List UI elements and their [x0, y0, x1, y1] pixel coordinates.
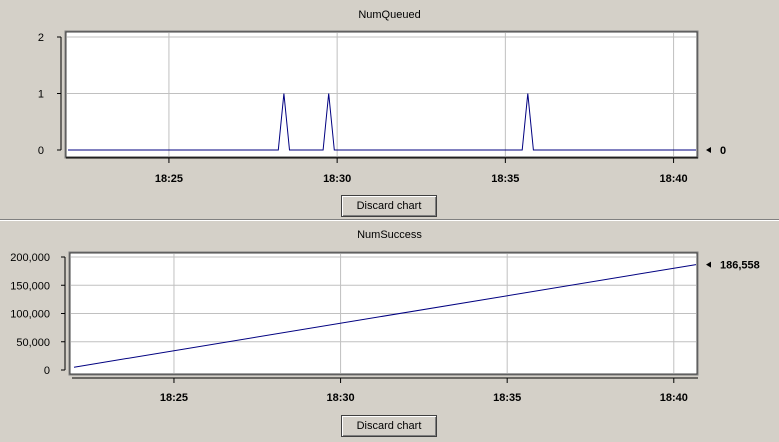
series-line: [68, 93, 696, 151]
plot-frame-outer: [68, 251, 699, 376]
x-tick-label: 18:30: [323, 173, 351, 185]
y-tick-label: 0: [44, 365, 50, 377]
current-value-label: 186,558: [720, 260, 760, 272]
discard-chart-button[interactable]: Discard chart: [341, 415, 437, 437]
x-tick-label: 18:25: [155, 173, 183, 185]
series-line: [73, 264, 697, 368]
x-tick-label: 18:40: [660, 173, 688, 185]
x-tick-label: 18:40: [660, 392, 688, 404]
y-tick-label: 100,000: [10, 309, 50, 321]
chart-title: NumQueued: [358, 9, 421, 21]
plot-area: [65, 31, 698, 158]
numsuccess-chart: 0 50,000 100,000 150,000 200,000 18:25 18:30 18…: [10, 251, 760, 404]
current-value-marker: [706, 147, 711, 153]
current-value-label: 0: [720, 145, 726, 157]
discard-chart-button[interactable]: Discard chart: [341, 195, 437, 217]
numqueued-chart: 0 1 2 18:25 18:30 18:35 18:40 0: [38, 30, 726, 185]
y-tick-label: 0: [38, 145, 44, 157]
x-tick-label: 18:35: [491, 173, 519, 185]
chart-title: NumSuccess: [357, 229, 422, 241]
y-tick-label: 150,000: [10, 280, 50, 292]
chart-panel-numsuccess: NumSuccess 0 50,000 100,000 150,000 200,000 1…: [0, 220, 779, 442]
chart-panel-numqueued: NumQueued 0 1 2 18:25 18:30 18:35 18:40 0 Disca…: [0, 0, 779, 219]
current-value-marker: [706, 261, 711, 268]
panel-divider[interactable]: [0, 219, 779, 221]
y-tick-label: 50,000: [16, 337, 50, 349]
y-tick-label: 200,000: [10, 252, 50, 264]
y-tick-label: 1: [38, 89, 44, 101]
x-tick-label: 18:35: [493, 392, 521, 404]
y-tick-label: 2: [38, 32, 44, 44]
x-tick-label: 18:30: [327, 392, 355, 404]
x-tick-label: 18:25: [160, 392, 188, 404]
